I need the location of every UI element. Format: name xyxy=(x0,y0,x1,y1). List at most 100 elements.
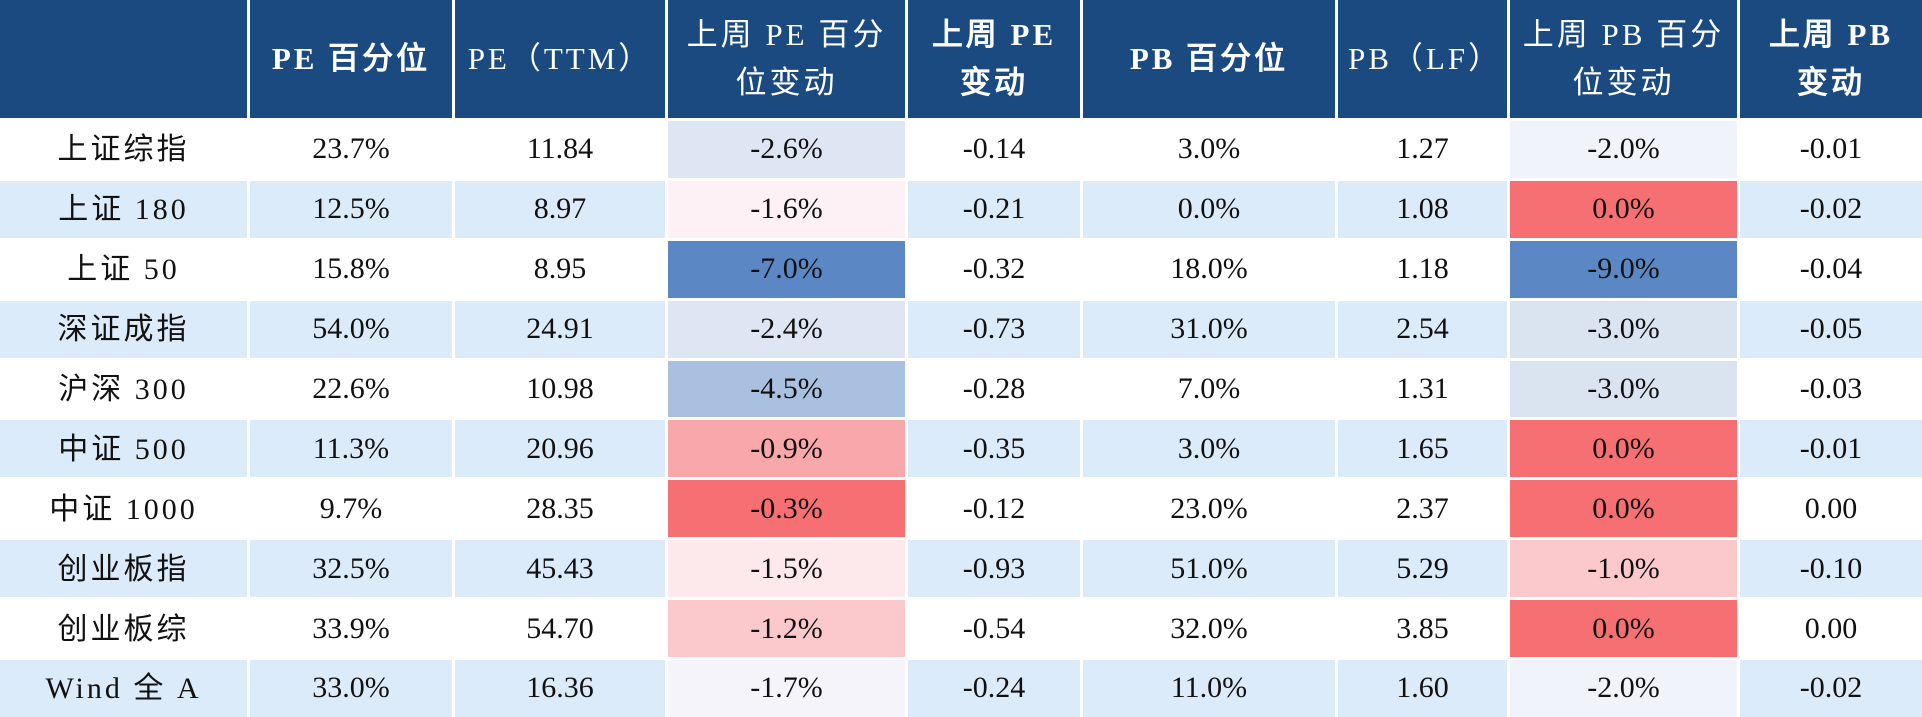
pb-pct-cell: 11.0% xyxy=(1083,657,1338,717)
pe-pct-chg-cell: -0.3% xyxy=(668,477,908,538)
pb-chg-cell: -0.03 xyxy=(1740,357,1922,418)
header-pb-lf: PB（LF） xyxy=(1338,0,1510,118)
pb-pct-cell: 31.0% xyxy=(1083,297,1338,358)
header-pb-pct: PB 百分位 xyxy=(1083,0,1338,118)
pb-pct-cell: 3.0% xyxy=(1083,118,1338,178)
index-name-cell: Wind 全 A xyxy=(0,657,250,717)
pb-pct-cell: 32.0% xyxy=(1083,597,1338,658)
table-row: 上证综指 23.7% 11.84 -2.6% -0.14 3.0% 1.27 -2.0% -0.… xyxy=(0,118,1922,178)
table-row: 中证 1000 9.7% 28.35 -0.3% -0.12 23.0% 2.37 0.0% 0… xyxy=(0,477,1922,538)
pe-pct-cell: 11.3% xyxy=(250,417,455,478)
pe-pct-cell: 9.7% xyxy=(250,477,455,538)
pb-pct-chg-cell: 0.0% xyxy=(1510,417,1740,478)
pe-pct-chg-cell: -0.9% xyxy=(668,417,908,478)
pe-ttm-cell: 16.36 xyxy=(455,657,668,717)
pb-pct-chg-cell: -9.0% xyxy=(1510,237,1740,298)
pb-lf-cell: 1.31 xyxy=(1338,357,1510,418)
pb-lf-cell: 1.27 xyxy=(1338,118,1510,178)
pe-pct-chg-cell: -1.7% xyxy=(668,657,908,717)
pb-lf-cell: 2.37 xyxy=(1338,477,1510,538)
table-body: 上证综指 23.7% 11.84 -2.6% -0.14 3.0% 1.27 -2.0% -0.… xyxy=(0,118,1922,717)
pb-pct-chg-cell: -1.0% xyxy=(1510,537,1740,598)
pe-chg-cell: -0.73 xyxy=(908,297,1083,358)
pb-chg-cell: 0.00 xyxy=(1740,477,1922,538)
pb-pct-chg-cell: 0.0% xyxy=(1510,477,1740,538)
pb-pct-chg-cell: -2.0% xyxy=(1510,657,1740,717)
pe-pct-cell: 22.6% xyxy=(250,357,455,418)
table-row: 上证 180 12.5% 8.97 -1.6% -0.21 0.0% 1.08 0.0% -0.… xyxy=(0,177,1922,238)
pe-chg-cell: -0.54 xyxy=(908,597,1083,658)
pe-pct-cell: 12.5% xyxy=(250,177,455,238)
index-name-cell: 创业板综 xyxy=(0,597,250,658)
pb-pct-cell: 51.0% xyxy=(1083,537,1338,598)
header-row: PE 百分位 PE（TTM） 上周 PE 百分位变动 上周 PE 变动 PB 百… xyxy=(0,0,1922,118)
table-row: 创业板综 33.9% 54.70 -1.2% -0.54 32.0% 3.85 0.0% 0.0… xyxy=(0,597,1922,658)
pe-chg-cell: -0.93 xyxy=(908,537,1083,598)
pb-pct-chg-cell: 0.0% xyxy=(1510,177,1740,238)
pe-ttm-cell: 8.95 xyxy=(455,237,668,298)
pe-chg-cell: -0.12 xyxy=(908,477,1083,538)
pe-pct-chg-cell: -1.2% xyxy=(668,597,908,658)
pb-pct-chg-cell: -2.0% xyxy=(1510,118,1740,178)
pb-pct-chg-cell: 0.0% xyxy=(1510,597,1740,658)
pb-pct-cell: 3.0% xyxy=(1083,417,1338,478)
pb-lf-cell: 3.85 xyxy=(1338,597,1510,658)
pb-pct-chg-cell: -3.0% xyxy=(1510,357,1740,418)
pe-pct-chg-cell: -1.6% xyxy=(668,177,908,238)
table-row: 上证 50 15.8% 8.95 -7.0% -0.32 18.0% 1.18 -9.0% -0… xyxy=(0,237,1922,298)
pe-ttm-cell: 24.91 xyxy=(455,297,668,358)
pe-pct-chg-cell: -1.5% xyxy=(668,537,908,598)
pb-chg-cell: -0.01 xyxy=(1740,417,1922,478)
pb-chg-cell: 0.00 xyxy=(1740,597,1922,658)
index-name-cell: 沪深 300 xyxy=(0,357,250,418)
pb-pct-cell: 18.0% xyxy=(1083,237,1338,298)
pb-chg-cell: -0.05 xyxy=(1740,297,1922,358)
pe-ttm-cell: 10.98 xyxy=(455,357,668,418)
index-name-cell: 上证 180 xyxy=(0,177,250,238)
table-row: 深证成指 54.0% 24.91 -2.4% -0.73 31.0% 2.54 -3.0% -0… xyxy=(0,297,1922,358)
pe-ttm-cell: 8.97 xyxy=(455,177,668,238)
pb-pct-cell: 0.0% xyxy=(1083,177,1338,238)
header-pe-chg: 上周 PE 变动 xyxy=(908,0,1083,118)
table-row: 中证 500 11.3% 20.96 -0.9% -0.35 3.0% 1.65 0.0% -0… xyxy=(0,417,1922,478)
pe-pct-cell: 15.8% xyxy=(250,237,455,298)
pb-lf-cell: 1.18 xyxy=(1338,237,1510,298)
pb-lf-cell: 1.65 xyxy=(1338,417,1510,478)
pe-chg-cell: -0.35 xyxy=(908,417,1083,478)
pe-pct-cell: 33.0% xyxy=(250,657,455,717)
pe-pct-cell: 23.7% xyxy=(250,118,455,178)
pb-chg-cell: -0.04 xyxy=(1740,237,1922,298)
pb-lf-cell: 1.08 xyxy=(1338,177,1510,238)
pe-chg-cell: -0.14 xyxy=(908,118,1083,178)
index-name-cell: 中证 500 xyxy=(0,417,250,478)
pb-chg-cell: -0.02 xyxy=(1740,177,1922,238)
pb-lf-cell: 1.60 xyxy=(1338,657,1510,717)
pe-chg-cell: -0.28 xyxy=(908,357,1083,418)
pe-ttm-cell: 45.43 xyxy=(455,537,668,598)
pe-pct-chg-cell: -4.5% xyxy=(668,357,908,418)
pe-chg-cell: -0.21 xyxy=(908,177,1083,238)
pe-ttm-cell: 54.70 xyxy=(455,597,668,658)
header-pe-pct-chg: 上周 PE 百分位变动 xyxy=(668,0,908,118)
pb-chg-cell: -0.01 xyxy=(1740,118,1922,178)
pe-pct-cell: 32.5% xyxy=(250,537,455,598)
table-row: Wind 全 A 33.0% 16.36 -1.7% -0.24 11.0% 1.60 -2.… xyxy=(0,657,1922,717)
header-pb-pct-chg: 上周 PB 百分位变动 xyxy=(1510,0,1740,118)
index-name-cell: 上证综指 xyxy=(0,118,250,178)
pb-lf-cell: 5.29 xyxy=(1338,537,1510,598)
header-pb-chg: 上周 PB 变动 xyxy=(1740,0,1922,118)
pb-pct-cell: 23.0% xyxy=(1083,477,1338,538)
index-name-cell: 上证 50 xyxy=(0,237,250,298)
pe-pct-cell: 54.0% xyxy=(250,297,455,358)
pe-pct-chg-cell: -2.6% xyxy=(668,118,908,178)
pe-ttm-cell: 28.35 xyxy=(455,477,668,538)
pe-chg-cell: -0.32 xyxy=(908,237,1083,298)
pe-chg-cell: -0.24 xyxy=(908,657,1083,717)
header-corner xyxy=(0,0,250,118)
pe-pct-cell: 33.9% xyxy=(250,597,455,658)
header-pe-ttm: PE（TTM） xyxy=(455,0,668,118)
pe-pct-chg-cell: -7.0% xyxy=(668,237,908,298)
pe-ttm-cell: 20.96 xyxy=(455,417,668,478)
pb-lf-cell: 2.54 xyxy=(1338,297,1510,358)
